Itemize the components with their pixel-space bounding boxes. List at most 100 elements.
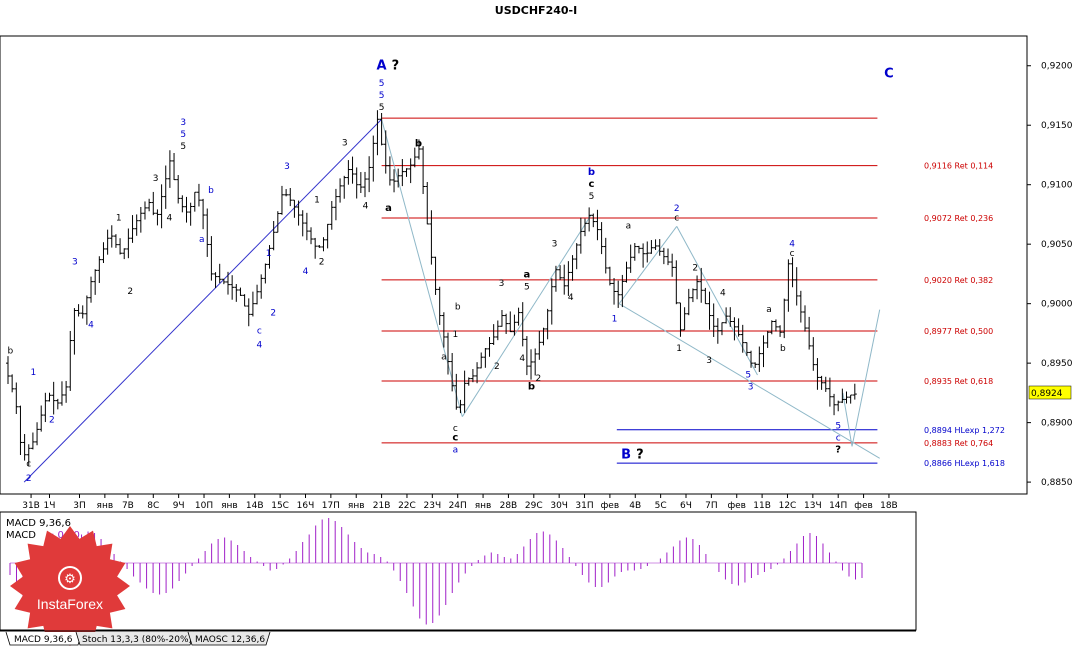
y-tick-label: 0,8900 [1041,419,1073,429]
level-label: 0,9020 Ret 0,382 [924,276,993,285]
wave-label: 2 [319,257,325,267]
wave-label: 5 [379,103,385,113]
watermark-text: InstaForex [37,596,103,612]
x-tick-label: 1Ч [44,501,56,511]
wave-big-label: ? [636,447,644,462]
wave-label: 5 [379,91,385,101]
wave-label: 2 [494,362,500,372]
x-tick-label: 6Ч [680,501,692,511]
wave-annotations: b12c2341234355ba12c4341234555abab1cca23a… [7,58,893,484]
wave-label: b [780,344,786,354]
wave-label: c [26,460,31,470]
x-tick-label: 31П [575,501,593,511]
wave-label: 2 [692,263,698,273]
wave-label: 3 [180,118,186,128]
x-tick-label: 4В [629,501,641,511]
tab-maosc[interactable]: MAOSC 12,36,6 [187,631,271,646]
wave-label: 4 [568,293,574,303]
y-tick-label: 0,8850 [1041,478,1073,488]
x-tick-label: 12С [779,501,797,511]
trendline [381,119,463,417]
current-price-label: 0,8924 [1031,389,1063,399]
wave-label: 1 [266,249,272,259]
wave-label: 1 [612,315,618,325]
level-label: 0,8883 Ret 0,764 [924,439,993,448]
x-tick-label: 24П [449,501,467,511]
wave-label: 1 [453,330,459,340]
wave-label: 4 [167,213,173,223]
y-axis: 0,9200 0,9150 0,9100 0,9050 0,9000 0,8950 0,89… [1027,62,1073,488]
x-tick-label: янв [221,501,238,511]
y-tick-label: 0,8950 [1041,359,1073,369]
wave-label: 2 [26,474,32,484]
trendline [618,226,678,304]
x-tick-label: 31В [22,501,40,511]
wave-label: 5 [180,130,186,140]
x-tick-label: фев [727,501,746,511]
x-tick-label: 5С [655,501,667,511]
x-tick-label: 16Ч [297,501,315,511]
x-tick-label: 23Ч [424,501,442,511]
wave-label: b [7,347,13,357]
wave-label: ? [835,444,841,455]
wave-label: 1 [31,368,37,378]
x-tick-label: фев [854,501,873,511]
x-tick-label: янв [97,501,114,511]
wave-big-label: B [621,447,631,462]
wave-label: 5 [180,142,186,152]
x-axis: 31В 1Ч 3П янв 7В 8С 9Ч 10П янв 14В 15С 16Ч 17П янв 21В… [22,494,898,511]
wave-label: c [453,424,458,434]
wave-label: 1 [314,196,320,206]
wave-label: 5 [524,282,530,292]
wave-label: 5 [379,79,385,89]
y-tick-label: 0,9150 [1041,121,1073,131]
y-tick-label: 0,9000 [1041,300,1073,310]
trendline [618,303,880,459]
trendline [842,392,853,447]
wave-label: c [588,179,594,190]
tab-stoch[interactable]: Stoch 13,3,3 (80%-20%) [75,631,195,646]
wave-label: 4 [519,354,525,364]
wave-label: 4 [789,240,795,250]
x-tick-label: 14П [829,501,847,511]
wave-label: 3 [499,279,505,289]
x-tick-label: 21В [373,501,391,511]
x-tick-label: фев [601,501,620,511]
level-label: 0,8977 Ret 0,500 [924,327,993,336]
trendline [23,118,382,483]
wave-label: 4 [363,201,369,211]
wave-label: b [208,186,214,196]
macd-value: = 0,00 [46,530,80,541]
wave-label: 1 [676,344,682,354]
wave-label: c [257,326,262,336]
wave-label: 4 [720,288,726,298]
wave-label: b [415,139,422,150]
x-tick-label: янв [348,501,365,511]
wave-label: 2 [49,416,55,426]
fib-levels: 0,9116 Ret 0,114 0,9072 Ret 0,236 0,9020 R… [381,117,1005,468]
tab-macd[interactable]: MACD 9,36,6 [5,631,83,646]
x-tick-label: 14В [246,501,264,511]
price-bars [6,110,857,466]
wave-label: 3 [284,162,290,172]
wave-label: a [453,445,459,455]
level-label: 0,9072 Ret 0,236 [924,214,993,223]
wave-label: a [199,235,205,245]
x-tick-label: 13Ч [804,501,822,511]
trendlines [23,118,881,483]
trendline [851,309,881,447]
tab-stoch-label: Stoch 13,3,3 (80%-20%) [82,635,192,645]
x-tick-label: 15С [271,501,289,511]
wave-label: 5 [589,192,595,202]
chart-title: USDCHF240-I [495,4,577,17]
instaforex-logo: ⚙ InstaForex [10,526,130,646]
wave-label: a [626,222,632,232]
x-tick-label: 7П [705,501,718,511]
svg-text:⚙: ⚙ [64,572,76,587]
level-label: 0,8935 Ret 0,618 [924,377,993,386]
wave-label: b [588,167,595,178]
wave-label: 4 [88,320,94,330]
wave-label: 3 [72,257,78,267]
wave-label: 5 [745,370,751,380]
y-tick-label: 0,9050 [1041,240,1073,250]
